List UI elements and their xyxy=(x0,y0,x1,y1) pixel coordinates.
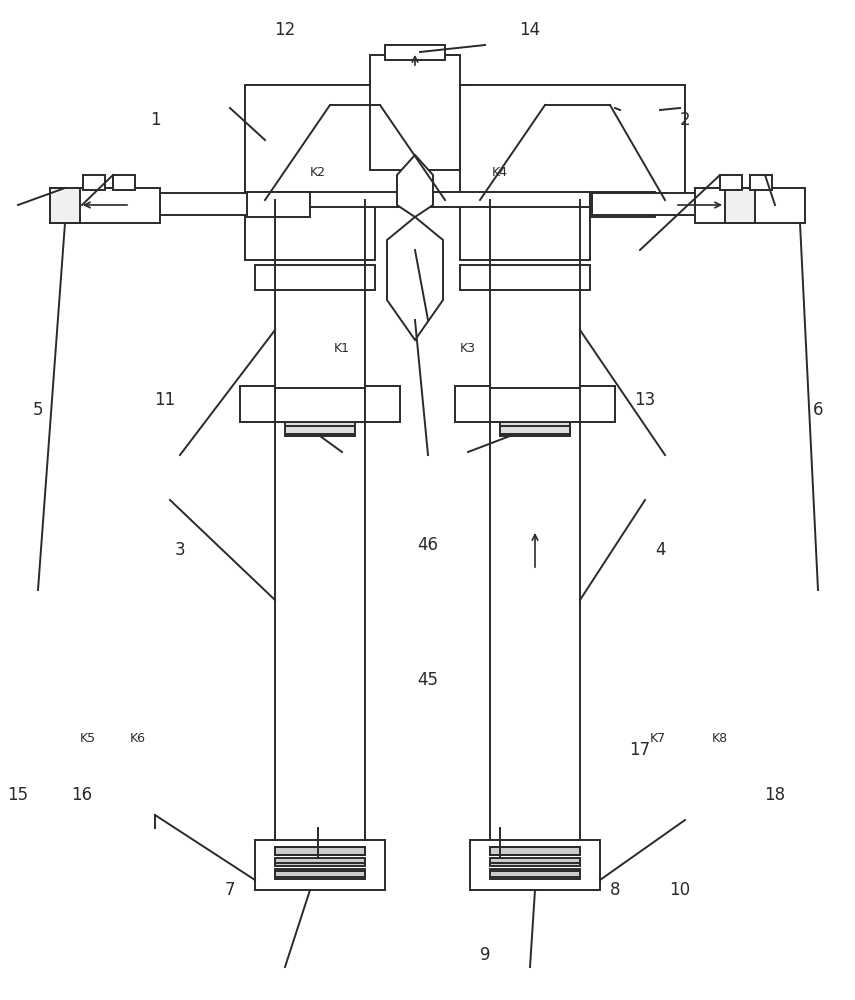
Text: 3: 3 xyxy=(174,541,186,559)
Text: 14: 14 xyxy=(520,21,540,39)
Text: 17: 17 xyxy=(629,741,651,759)
Bar xyxy=(460,85,685,200)
Text: 4: 4 xyxy=(655,541,665,559)
Text: K5: K5 xyxy=(80,732,96,744)
Bar xyxy=(490,869,580,877)
Bar xyxy=(490,858,580,866)
Text: K6: K6 xyxy=(130,732,146,744)
Text: 13: 13 xyxy=(634,391,656,409)
Text: K4: K4 xyxy=(492,165,508,178)
Text: K8: K8 xyxy=(712,732,728,744)
Bar xyxy=(275,200,365,388)
Bar xyxy=(83,175,105,190)
Bar xyxy=(490,847,580,855)
Text: 5: 5 xyxy=(32,401,44,419)
Bar xyxy=(275,420,365,870)
Text: K7: K7 xyxy=(650,732,666,744)
Text: K2: K2 xyxy=(310,165,326,178)
Text: 46: 46 xyxy=(417,536,439,554)
Text: 16: 16 xyxy=(72,786,92,804)
Bar xyxy=(460,200,590,260)
Bar xyxy=(370,55,460,170)
Text: 8: 8 xyxy=(610,881,620,899)
Text: 10: 10 xyxy=(669,881,691,899)
Text: 12: 12 xyxy=(274,21,296,39)
Text: 1: 1 xyxy=(150,111,160,129)
Bar xyxy=(265,192,590,207)
Text: K1: K1 xyxy=(334,342,350,355)
Bar xyxy=(240,386,400,422)
Bar xyxy=(720,175,742,190)
Bar xyxy=(245,192,310,217)
Text: 2: 2 xyxy=(680,111,690,129)
Bar xyxy=(275,847,365,855)
Bar xyxy=(592,193,702,215)
Bar xyxy=(285,418,355,436)
Text: 45: 45 xyxy=(417,671,439,689)
Polygon shape xyxy=(387,217,443,340)
Bar xyxy=(255,265,375,290)
Text: 7: 7 xyxy=(225,881,235,899)
Bar xyxy=(50,188,160,223)
Bar xyxy=(245,85,470,200)
Bar xyxy=(50,188,80,223)
Bar xyxy=(695,188,805,223)
Bar xyxy=(500,418,570,436)
Bar xyxy=(725,188,755,223)
Bar xyxy=(590,192,655,217)
Bar xyxy=(113,175,135,190)
Bar xyxy=(455,386,615,422)
Bar xyxy=(385,45,445,60)
Bar xyxy=(702,193,724,215)
Bar xyxy=(490,420,580,870)
Bar xyxy=(460,265,590,290)
Text: 11: 11 xyxy=(155,391,175,409)
Bar xyxy=(245,200,375,260)
Bar xyxy=(275,858,365,866)
Bar xyxy=(490,200,580,388)
Text: 18: 18 xyxy=(764,786,786,804)
Bar xyxy=(140,193,247,215)
Bar xyxy=(122,193,144,215)
Bar xyxy=(470,840,600,890)
Bar xyxy=(255,840,385,890)
Text: 15: 15 xyxy=(8,786,28,804)
Polygon shape xyxy=(397,155,433,217)
Bar xyxy=(750,175,772,190)
Text: 9: 9 xyxy=(480,946,490,964)
Bar xyxy=(275,869,365,877)
Text: 6: 6 xyxy=(813,401,823,419)
Text: K3: K3 xyxy=(460,342,476,355)
